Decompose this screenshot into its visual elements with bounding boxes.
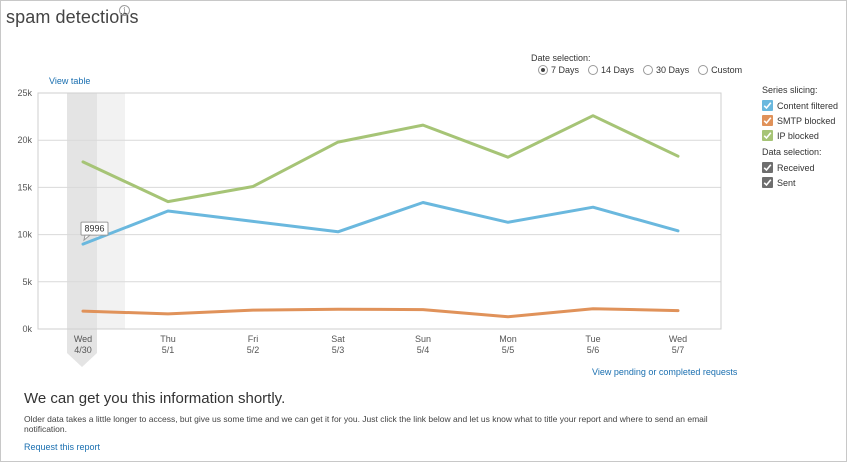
series-toggle-smtp-blocked[interactable]: SMTP blocked [762, 113, 838, 128]
message-headline: We can get you this information shortly. [24, 390, 286, 407]
radio-7-days[interactable]: 7 Days [538, 65, 579, 75]
x-tick-date-label: 5/5 [502, 345, 515, 355]
radio-custom[interactable]: Custom [698, 65, 742, 75]
checkbox-icon[interactable] [762, 177, 773, 188]
series-slicing-label: Series slicing: [762, 85, 818, 95]
series-label: Content filtered [777, 100, 839, 111]
request-report-link[interactable]: Request this report [24, 442, 101, 452]
x-tick-date-label: 5/7 [672, 345, 685, 355]
message-body: Older data takes a little longer to acce… [24, 414, 708, 434]
x-tick-day-label: Tue [585, 334, 600, 344]
page-title: spam detections [6, 7, 139, 27]
radio-circle[interactable] [538, 65, 548, 75]
tooltip-label: 8996 [84, 224, 104, 234]
radio-circle[interactable] [588, 65, 599, 75]
highlight-band [67, 93, 97, 329]
x-tick-day-label: Thu [160, 334, 176, 344]
series-line-content-filtered [81, 201, 680, 246]
x-tick-date-label: 5/1 [162, 345, 175, 355]
view-table-link[interactable]: View table [49, 76, 91, 86]
x-tick-day-label: Sat [331, 334, 345, 344]
data-selection-label: Data selection: [762, 147, 822, 157]
info-icon[interactable]: i [119, 5, 130, 16]
x-tick-day-label: Fri [248, 334, 259, 344]
series-line-ip-blocked [81, 114, 680, 204]
series-line-smtp-blocked [81, 307, 680, 319]
radio-label: 14 Days [601, 65, 635, 75]
checkbox-icon[interactable] [762, 162, 773, 173]
x-tick-day-label: Sun [415, 334, 431, 344]
checkbox-icon[interactable] [762, 115, 773, 126]
radio-circle[interactable] [698, 65, 709, 75]
data-toggle-received[interactable]: Received [762, 160, 838, 175]
y-tick-label: 20k [17, 135, 32, 145]
y-tick-label: 5k [22, 277, 32, 287]
x-tick-day-label: Mon [499, 334, 517, 344]
data-toggle-sent[interactable]: Sent [762, 175, 838, 190]
highlight-band-light [97, 93, 125, 329]
series-label: SMTP blocked [777, 115, 836, 126]
x-tick-date-label: 5/4 [417, 345, 430, 355]
spam-detections-line-chart: 0k5k10k15k20k25kWed4/30Thu5/1Fri5/2Sat5/… [17, 88, 722, 367]
date-selection-label: Date selection: [531, 53, 591, 67]
y-tick-label: 25k [17, 88, 32, 98]
checkbox-icon[interactable] [762, 100, 773, 111]
radio-label: 7 Days [551, 65, 580, 75]
x-tick-date-label: 5/3 [332, 345, 345, 355]
view-pending-requests-link[interactable]: View pending or completed requests [592, 367, 738, 377]
plot-area [37, 92, 722, 330]
radio-30-days[interactable]: 30 Days [643, 65, 689, 75]
series-label: IP blocked [777, 130, 819, 141]
tooltip-box [80, 221, 109, 236]
data-label: Received [777, 162, 815, 173]
date-range-radio-group: 7 Days 14 Days 30 Days Custom [538, 65, 751, 75]
series-toggle-ip-blocked[interactable]: IP blocked [762, 128, 838, 143]
radio-14-days[interactable]: 14 Days [588, 65, 634, 75]
radio-label: Custom [711, 65, 743, 75]
x-tick-date-label: 5/6 [587, 345, 600, 355]
y-tick-label: 15k [17, 182, 32, 192]
tooltip-pointer [83, 234, 92, 242]
y-tick-label: 0k [22, 324, 32, 334]
x-tick-date-label: 4/30 [74, 345, 92, 355]
highlight-marker [67, 329, 97, 367]
checkbox-icon[interactable] [762, 130, 773, 141]
date-selection-title: Date selection: [531, 53, 591, 63]
series-toggle-content-filtered[interactable]: Content filtered [762, 98, 838, 113]
radio-label: 30 Days [656, 65, 690, 75]
x-tick-day-label: Wed [669, 334, 687, 344]
data-label: Sent [777, 177, 796, 188]
legend-panel: Series slicing: Content filtered SMTP bl… [762, 85, 838, 190]
radio-circle[interactable] [643, 65, 654, 75]
x-tick-day-label: Wed [74, 334, 92, 344]
x-tick-date-label: 5/2 [247, 345, 260, 355]
y-tick-label: 10k [17, 230, 32, 240]
